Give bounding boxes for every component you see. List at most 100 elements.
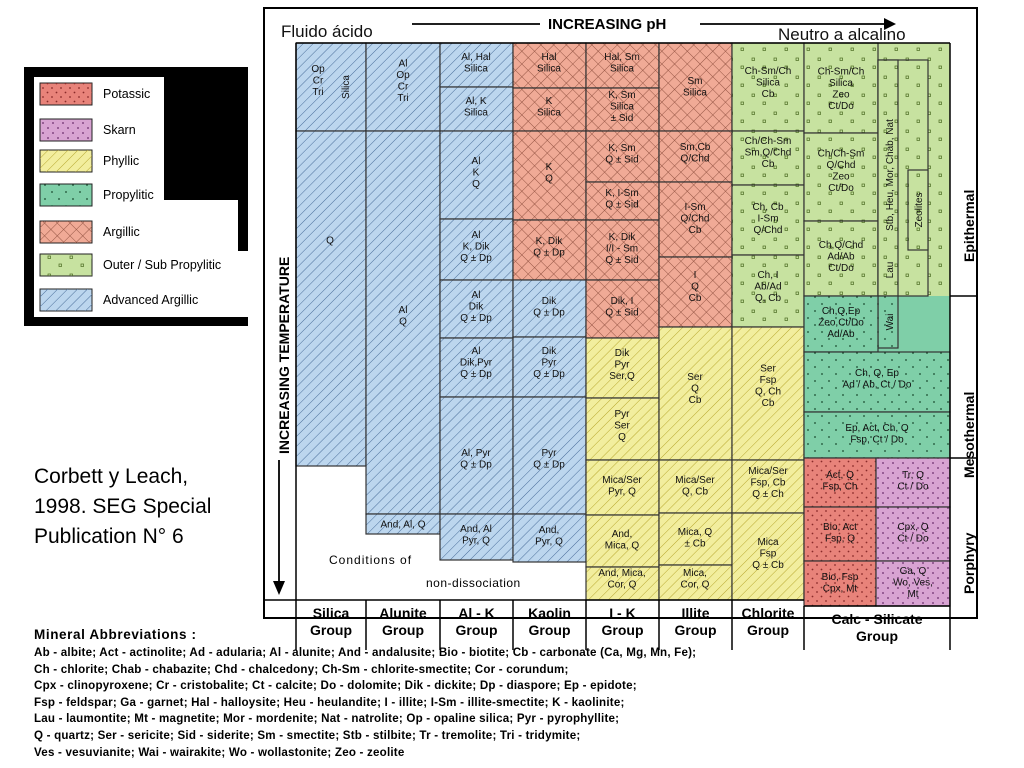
cell-label-line: Q: [618, 432, 626, 443]
zone-epithermal: Epithermal: [961, 190, 977, 262]
cell-label-line: Ser: [760, 363, 776, 374]
cell-label-line: K: [546, 162, 553, 173]
group-label: Chlorite Group: [742, 605, 795, 638]
abbreviations-line: Cpx - clinopyroxene; Cr - cristobalite; …: [34, 679, 637, 693]
alteration-cell-pattern: [440, 514, 513, 560]
cell-label-line: Q ± Dp: [460, 313, 492, 324]
alteration-cell-pattern: [732, 255, 804, 327]
alteration-cell-pattern: [732, 513, 804, 600]
cell-label-line: I-Sm: [757, 214, 778, 225]
cell-label-line: Q: [472, 179, 480, 190]
cell-label-line: Ch, I: [757, 270, 778, 281]
cell-label: Al Op Cr Tri: [396, 58, 410, 104]
alteration-cell-pattern: [659, 327, 732, 460]
cell-label: Mica/Ser Q, Cb: [675, 475, 715, 498]
cell-label-line: Ch/Ch-Sm: [818, 148, 865, 159]
legend-label-argillic: Argillic: [103, 225, 140, 239]
cell-label-line: Q ± Ch: [752, 489, 784, 500]
legend-swatch-pattern: [40, 254, 92, 276]
citation: Corbett y Leach, 1998. SEG Special Publi…: [34, 462, 264, 552]
cell-label-line: Al: [472, 346, 481, 357]
cell-label-line: I/I - Sm: [606, 244, 638, 255]
cell-label-line: Al, K: [465, 96, 486, 107]
cell-label-line: Ch/Ch-Sm: [745, 136, 792, 147]
cell-label-line: Tr, Q: [902, 470, 924, 481]
cell-label-line: Op: [396, 70, 410, 81]
cell-label-line: Ch-Sm/Ch: [745, 66, 792, 77]
alteration-cell-pattern: [513, 514, 586, 562]
alteration-cell-pattern: [732, 327, 804, 460]
cell-label-line: Zeo,Ct/Do: [818, 318, 864, 329]
group-label-line: Group: [529, 622, 571, 638]
cell-label-line: Dik: [615, 348, 630, 359]
alteration-cell-pattern: [296, 131, 366, 466]
cell-label-line: Q/Chd: [754, 225, 783, 236]
cell-label: Lau: [885, 262, 896, 279]
cell-label-line: Cb: [762, 398, 775, 409]
cell-label: Ch, I Ab/Ad Q, Cb: [754, 270, 781, 304]
alteration-cell-border: [907, 169, 929, 251]
cell-label: Ch,Q/Chd Ad/Ab Ct/Do: [819, 240, 863, 274]
cell-label: And, Mica, Cor, Q: [598, 568, 645, 591]
cell-label-line: I-Sm: [684, 202, 705, 213]
cell-label-line: Cb: [689, 395, 702, 406]
group-label-line: Group: [747, 622, 789, 638]
alteration-cell-pattern: [513, 397, 586, 514]
cell-label-line: ± Sid: [611, 113, 634, 124]
alteration-cell-pattern: [804, 296, 878, 352]
alteration-cell-pattern: [586, 220, 659, 280]
cell-label-line: Dik: [542, 296, 557, 307]
cell-label: Ch, Q, Ep Ad / Ab, Ct / Do: [843, 368, 912, 391]
alteration-cell-pattern: [732, 185, 804, 255]
diagram-frame: [263, 7, 978, 619]
alteration-cell-pattern: [876, 561, 950, 606]
cell-label-line: K: [473, 168, 480, 179]
cell-label-line: Ser: [614, 421, 630, 432]
cell-label-line: Ch, Cb: [752, 202, 784, 213]
alteration-cell-pattern: [804, 561, 876, 606]
cell-label: Ser Fsp Q, Ch Cb: [755, 363, 781, 409]
cell-label-line: Silica: [683, 87, 707, 98]
cell-label: Tr, Q Ct / Do: [897, 470, 929, 493]
cell-label-line: And, Al: [460, 524, 492, 535]
cell-label-line: Stb, Heu, Mor, Chab, Nat: [885, 119, 896, 231]
cell-label-line: Ch-Sm/Ch: [818, 66, 865, 77]
cell-label: K, Dik Q ± Dp: [533, 236, 565, 259]
cell-label-line: Zeolites: [914, 192, 925, 227]
cell-label: Ch-Sm/Ch Silica Zeo Ct/Do: [818, 66, 865, 112]
cell-label-line: Ser,Q: [609, 371, 635, 382]
group-label: I - K Group: [602, 605, 644, 638]
cell-label: Silica: [341, 75, 352, 99]
group-label-line: Silica: [313, 605, 350, 621]
cell-label-line: Zeo: [832, 171, 850, 182]
cell-label: Sm Silica: [683, 76, 707, 99]
cell-label-line: Q/Chd: [681, 153, 710, 164]
alteration-cell-pattern: [440, 87, 513, 131]
legend-swatch-pattern: [40, 221, 92, 243]
cell-label-line: Al, Pyr: [461, 448, 491, 459]
cell-label: K, I-Sm Q ± Sid: [605, 188, 638, 211]
cell-label-line: Q ± Sid: [605, 199, 638, 210]
cell-label-line: Ga, Q: [900, 566, 927, 577]
cell-label-line: Q, Ch: [755, 386, 781, 397]
group-label-line: Group: [456, 622, 498, 638]
cell-label: K, Sm Q ± Sid: [605, 143, 638, 166]
cell-label: Al Dik Q ± Dp: [460, 290, 492, 324]
alteration-cell-pattern: [296, 43, 366, 131]
alteration-cell-pattern: [586, 43, 659, 88]
cell-label-line: Tri: [312, 87, 323, 98]
alteration-cell-pattern: [366, 131, 440, 514]
alteration-cell-pattern: [659, 513, 732, 565]
cell-label: Mica, Cor, Q: [681, 568, 710, 591]
temperature-axis-label: INCREASING TEMPERATURE: [276, 257, 292, 454]
group-label-line: I - K: [609, 605, 635, 621]
cell-label: Ser Q Cb: [687, 372, 703, 406]
alteration-cell-pattern: [513, 220, 586, 280]
legend-label-outer: Outer / Sub Propylitic: [103, 258, 221, 272]
cell-label: Op Cr Tri: [311, 64, 325, 98]
abbreviations-line: Ves - vesuvianite; Wai - wairakite; Wo -…: [34, 745, 405, 759]
cell-label: Hal, Sm Silica: [604, 52, 640, 75]
cell-label-line: Hal: [541, 52, 556, 63]
zone-porphyry: Porphyry: [961, 532, 977, 594]
